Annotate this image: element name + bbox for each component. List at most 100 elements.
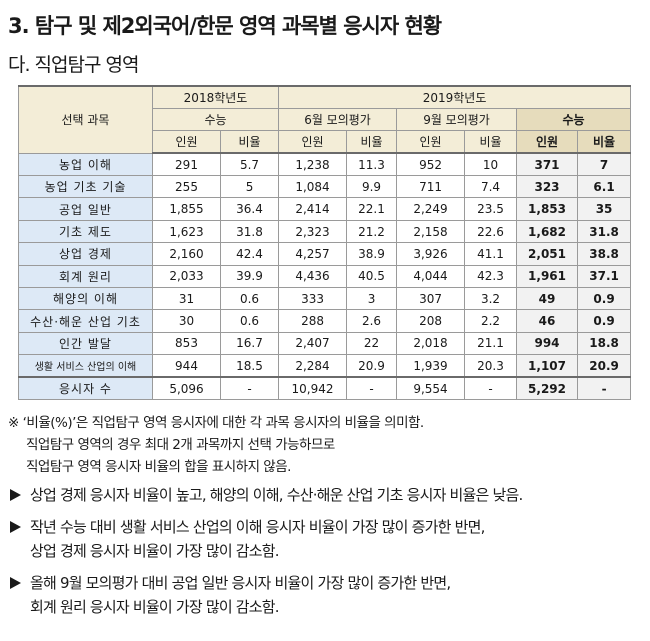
cell-value: 4,436	[278, 264, 348, 289]
cell-value: 307	[396, 287, 466, 311]
cell-value: 288	[278, 309, 348, 333]
table-row: 상업 경제 2,160 42.4 4,257 38.9 3,926 41.1 2…	[18, 242, 632, 266]
cell-value: 1,855	[152, 197, 221, 221]
table-row: 회계 원리 2,033 39.9 4,436 40.5 4,044 42.3 1…	[18, 264, 632, 289]
table-row: 생활 서비스 산업의 이해 944 18.5 2,284 20.9 1,939 …	[18, 354, 632, 378]
cell-value: 16.7	[219, 331, 280, 356]
cell-value: 2,249	[396, 197, 466, 221]
cell-value: 42.4	[219, 242, 280, 266]
cell-value: 2,323	[278, 219, 348, 244]
col-count-header: 인원	[396, 130, 466, 155]
cell-value: 2,018	[396, 331, 466, 356]
cell-value: 0.6	[219, 309, 280, 333]
cell-value: 7.4	[464, 175, 518, 199]
cell-value: 39.9	[219, 264, 280, 289]
bullet-text: 상업 경제 응시자 비율이 가장 많이 감소함.	[30, 542, 280, 560]
table-row: 기초 제도 1,623 31.8 2,323 21.2 2,158 22.6 1…	[18, 219, 632, 244]
cell-value: 21.1	[464, 331, 518, 356]
cell-value: 10	[464, 152, 518, 177]
cell-value: 7	[577, 152, 632, 177]
cell-value: 40.5	[346, 264, 398, 289]
cell-value: 9,554	[396, 376, 466, 400]
cell-value: 711	[396, 175, 466, 199]
cell-value: 323	[516, 175, 579, 199]
cell-value: 41.1	[464, 242, 518, 266]
cell-value: 1,238	[278, 152, 348, 177]
cell-value: -	[464, 376, 518, 400]
cell-value: 11.3	[346, 152, 398, 177]
col-count-header: 인원	[516, 130, 579, 155]
cell-value: 5	[219, 175, 280, 199]
cell-value: 42.3	[464, 264, 518, 289]
cell-value: 18.5	[219, 354, 280, 378]
cell-value: 2.2	[464, 309, 518, 333]
cell-value: 35	[577, 197, 632, 221]
cell-value: 4,044	[396, 264, 466, 289]
subject-name: 생활 서비스 산업의 이해	[18, 354, 153, 378]
cell-value: 853	[152, 331, 221, 356]
col-count-header: 인원	[278, 130, 348, 155]
bullet-text: 회계 원리 응시자 비율이 가장 많이 감소함.	[30, 598, 280, 616]
footnote: ※ ‘비율(%)’은 직업탐구 영역 응시자에 대한 각 과목 응시자의 비율을…	[8, 412, 424, 478]
summary-bullet: 작년 수능 대비 생활 서비스 산업의 이해 응시자 비율이 가장 많이 증가한…	[8, 515, 523, 563]
subject-name: 농업 기초 기술	[18, 175, 153, 199]
cell-value: 9.9	[346, 175, 398, 199]
cell-value: 0.9	[577, 287, 632, 311]
col-ratio-header: 비율	[346, 130, 398, 155]
col-ratio-header: 비율	[219, 130, 280, 155]
subject-name: 해양의 이해	[18, 287, 153, 311]
cell-value: 1,853	[516, 197, 579, 221]
bullet-text: 올해 9월 모의평가 대비 공업 일반 응시자 비율이 가장 많이 증가한 반면…	[30, 574, 451, 592]
cell-value: 38.9	[346, 242, 398, 266]
triangle-bullet-icon	[10, 521, 21, 533]
cell-value: 5,292	[516, 376, 579, 400]
bullet-text: 작년 수능 대비 생활 서비스 산업의 이해 응시자 비율이 가장 많이 증가한…	[30, 518, 485, 536]
cell-value: 20.9	[577, 354, 632, 378]
subject-header: 선택 과목	[18, 84, 153, 154]
cell-value: 31.8	[219, 219, 280, 244]
cell-value: 3.2	[464, 287, 518, 311]
cell-value: 2,158	[396, 219, 466, 244]
exam-suneung-2018-header: 수능	[151, 107, 280, 132]
cell-value: 944	[152, 354, 221, 378]
cell-value: 3	[346, 287, 398, 311]
cell-value: 20.3	[464, 354, 518, 378]
total-row: 응시자 수 5,096 - 10,942 - 9,554 - 5,292 -	[18, 376, 632, 400]
col-ratio-header: 비율	[464, 130, 518, 155]
table-row: 인간 발달 853 16.7 2,407 22 2,018 21.1 994 1…	[18, 331, 632, 356]
cell-value: 21.2	[346, 219, 398, 244]
cell-value: 31.8	[577, 219, 632, 244]
cell-value: 10,942	[278, 376, 348, 400]
cell-value: 291	[152, 152, 221, 177]
cell-value: 371	[516, 152, 579, 177]
cell-value: 1,107	[516, 354, 579, 378]
table-row: 해양의 이해 31 0.6 333 3 307 3.2 49 0.9	[18, 287, 632, 311]
cell-value: 23.5	[464, 197, 518, 221]
cell-value: 30	[152, 309, 221, 333]
table-row: 수산·해운 산업 기초 30 0.6 288 2.6 208 2.2 46 0.…	[18, 309, 632, 333]
applicants-table: 선택 과목 2018학년도 2019학년도 수능 6월 모의평가 9월 모의평가…	[18, 84, 632, 400]
cell-value: 1,623	[152, 219, 221, 244]
triangle-bullet-icon	[10, 489, 21, 501]
summary-bullet: 상업 경제 응시자 비율이 높고, 해양의 이해, 수산·해운 산업 기초 응시…	[8, 483, 523, 507]
cell-value: 22.1	[346, 197, 398, 221]
cell-value: 1,939	[396, 354, 466, 378]
cell-value: 38.8	[577, 242, 632, 266]
cell-value: 5.7	[219, 152, 280, 177]
cell-value: 1,961	[516, 264, 579, 289]
cell-value: 46	[516, 309, 579, 333]
section-subtitle: 다. 직업탐구 영역	[8, 54, 139, 76]
footnote-line: 직업탐구 영역 응시자 비율의 합을 표시하지 않음.	[26, 459, 291, 475]
summary-bullet: 올해 9월 모의평가 대비 공업 일반 응시자 비율이 가장 많이 증가한 반면…	[8, 571, 523, 619]
summary-bullets: 상업 경제 응시자 비율이 높고, 해양의 이해, 수산·해운 산업 기초 응시…	[8, 483, 523, 627]
subject-name: 기초 제도	[18, 219, 153, 244]
cell-value: 1,084	[278, 175, 348, 199]
page-title: 3. 탐구 및 제2외국어/한문 영역 과목별 응시자 현황	[8, 14, 442, 38]
year-2018-header: 2018학년도	[151, 84, 280, 109]
cell-value: 2,033	[152, 264, 221, 289]
cell-value: -	[577, 376, 632, 400]
cell-value: 2,407	[278, 331, 348, 356]
table-row: 공업 일반 1,855 36.4 2,414 22.1 2,249 23.5 1…	[18, 197, 632, 221]
table-row: 농업 기초 기술 255 5 1,084 9.9 711 7.4 323 6.1	[18, 175, 632, 199]
subject-name: 상업 경제	[18, 242, 153, 266]
